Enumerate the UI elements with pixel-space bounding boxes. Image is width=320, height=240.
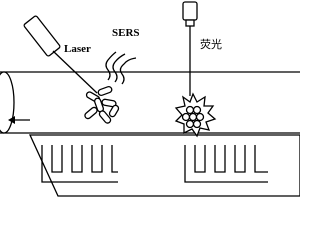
diagram: Laser SERS 荧光 — [0, 1, 300, 197]
fluorescence-probe — [182, 1, 198, 96]
sers-label: SERS — [112, 27, 140, 39]
fluorescent-particle — [174, 92, 217, 138]
laser-label: Laser — [64, 43, 91, 55]
sers-signal — [105, 51, 137, 85]
laser-device — [23, 15, 98, 94]
nanoparticles — [84, 85, 120, 124]
fluorescence-label: 荧光 — [200, 37, 222, 51]
channel — [0, 71, 300, 134]
